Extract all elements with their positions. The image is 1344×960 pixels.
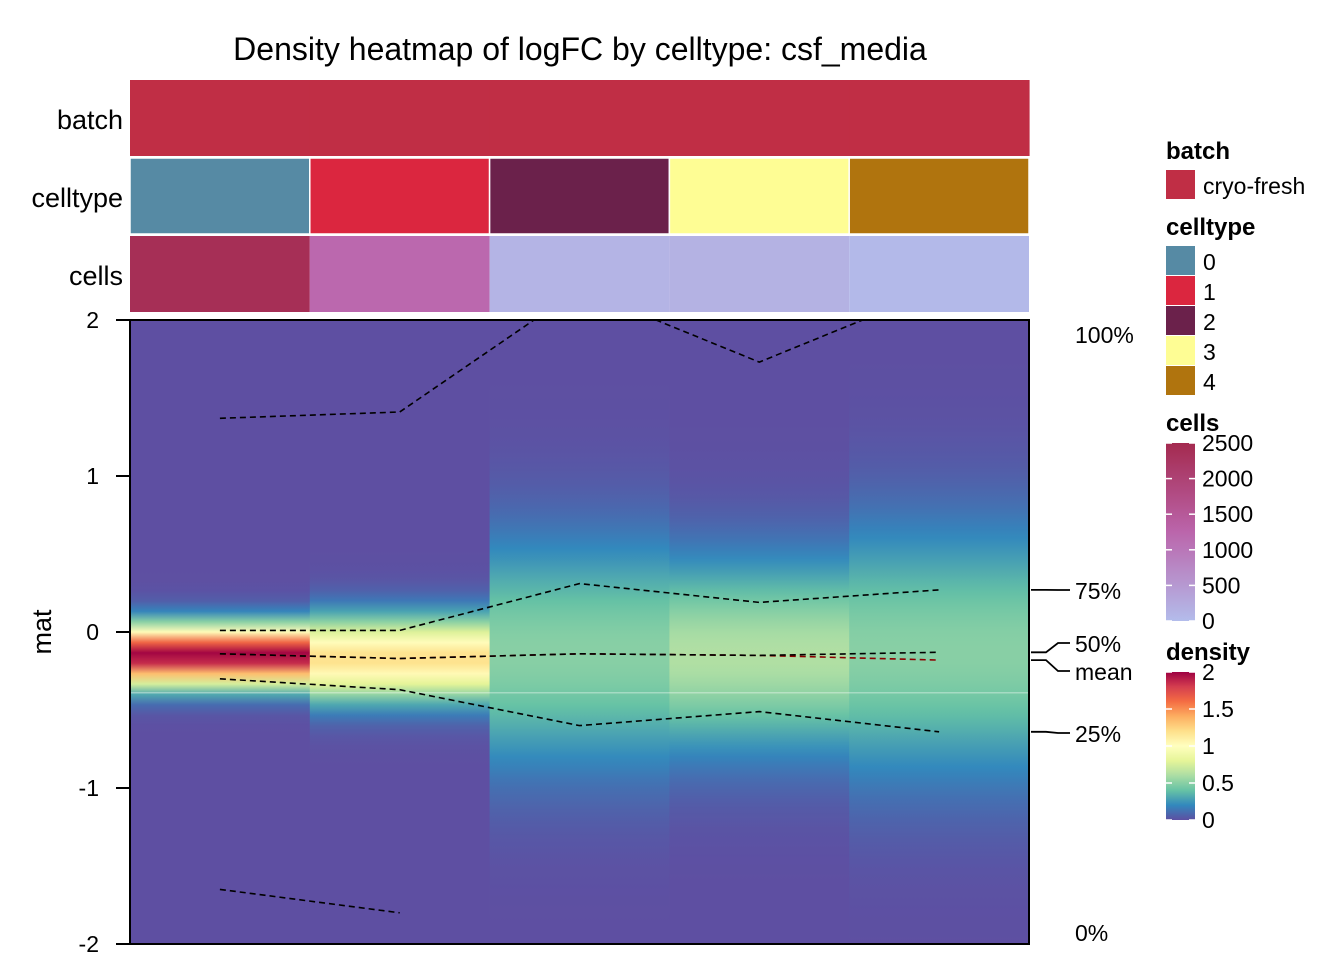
legend-label-celltype: 0 xyxy=(1203,249,1216,275)
legend-swatch-celltype xyxy=(1166,306,1195,335)
legend-swatch-celltype xyxy=(1166,246,1195,275)
density-legend-tick-label: 1.5 xyxy=(1202,696,1234,722)
legend-label-batch: cryo-fresh xyxy=(1203,173,1305,199)
quantile-label: 50% xyxy=(1075,631,1121,657)
chart-title: Density heatmap of logFC by celltype: cs… xyxy=(233,31,927,67)
density-heatmap-columns xyxy=(130,320,1030,944)
legend-label-celltype: 3 xyxy=(1203,339,1216,365)
quantile-label-connector xyxy=(1031,659,1070,672)
y-tick-label: -2 xyxy=(79,931,99,957)
density-legend-tick-label: 2 xyxy=(1202,659,1215,685)
legend-title-celltype: celltype xyxy=(1166,214,1255,241)
quantile-label-connector xyxy=(1031,730,1070,734)
density-column xyxy=(130,320,311,944)
legend-swatch-batch xyxy=(1166,170,1195,199)
celltype-cell xyxy=(309,157,491,235)
y-tick-label: 0 xyxy=(86,619,99,645)
legend-density: 2 1.5 1 0.5 0 xyxy=(1166,659,1234,833)
cells-legend-colorbar xyxy=(1166,443,1195,621)
cells-annotation-row xyxy=(130,236,1029,312)
celltype-cell xyxy=(488,157,671,235)
batch-cell xyxy=(669,80,850,156)
density-column xyxy=(849,320,1030,944)
legend-celltype: 0 1 2 3 4 xyxy=(1166,246,1216,395)
quantile-line-0 xyxy=(219,888,400,914)
legend-title-cells: cells xyxy=(1166,410,1219,437)
legend-label-celltype: 2 xyxy=(1203,309,1216,335)
celltype-cell xyxy=(848,157,1030,235)
quantile-label: mean xyxy=(1075,659,1133,685)
cells-legend-tick-label: 2500 xyxy=(1202,430,1253,456)
quantile-label: 25% xyxy=(1075,721,1121,747)
density-legend-tick-label: 1 xyxy=(1202,733,1215,759)
density-column xyxy=(669,320,850,944)
quantile-lines xyxy=(219,320,940,914)
cells-legend-tick-label: 500 xyxy=(1202,572,1240,598)
cells-cell xyxy=(849,236,1029,312)
legend-swatch-celltype xyxy=(1166,336,1195,365)
legend-title-density: density xyxy=(1166,639,1251,666)
density-legend-tick-label: 0 xyxy=(1202,807,1215,833)
cells-cell xyxy=(130,236,310,312)
celltype-annotation-row xyxy=(129,157,1030,235)
cells-cell xyxy=(489,236,670,312)
batch-cell xyxy=(489,80,670,156)
annotation-label-celltype: celltype xyxy=(31,183,123,213)
y-axis: 2 1 0 -1 -2 xyxy=(79,307,131,957)
legend-swatch-celltype xyxy=(1166,366,1195,395)
quantile-line-75 xyxy=(219,582,940,632)
legend-title-batch: batch xyxy=(1166,138,1230,165)
batch-annotation-row xyxy=(130,80,1030,156)
celltype-cell xyxy=(129,157,311,235)
density-column xyxy=(309,320,491,944)
annotation-label-batch: batch xyxy=(57,105,123,135)
legend-label-celltype: 4 xyxy=(1203,369,1216,395)
density-legend-tick-label: 0.5 xyxy=(1202,770,1234,796)
legend-batch: cryo-fresh xyxy=(1166,170,1305,199)
celltype-cell xyxy=(668,157,850,235)
quantile-labels: 100% 75% 50%mean 25% 0% xyxy=(1031,322,1134,946)
y-tick-label: -1 xyxy=(79,775,99,801)
quantile-label: 75% xyxy=(1075,578,1121,604)
cells-legend-tick-label: 1500 xyxy=(1202,501,1253,527)
batch-cell xyxy=(309,80,491,156)
annotation-label-cells: cells xyxy=(69,261,123,291)
cells-legend-tick-label: 1000 xyxy=(1202,537,1253,563)
quantile-label: 100% xyxy=(1075,322,1134,348)
legend-swatch-celltype xyxy=(1166,276,1195,305)
y-tick-label: 1 xyxy=(86,463,99,489)
quantile-label: 0% xyxy=(1075,920,1108,946)
y-tick-label: 2 xyxy=(86,307,99,333)
batch-cell xyxy=(130,80,311,156)
cells-legend-tick-label: 0 xyxy=(1202,608,1215,634)
density-column xyxy=(489,320,670,944)
legend-cells: 2500 2000 1500 1000 500 0 xyxy=(1166,430,1253,634)
cells-legend-tick-label: 2000 xyxy=(1202,466,1253,492)
quantile-label-connector xyxy=(1031,642,1070,654)
batch-cell xyxy=(849,80,1030,156)
y-axis-label: mat xyxy=(27,609,57,655)
cells-cell xyxy=(669,236,850,312)
quantile-line-25 xyxy=(219,678,940,733)
legend-label-celltype: 1 xyxy=(1203,279,1216,305)
cells-cell xyxy=(309,236,490,312)
